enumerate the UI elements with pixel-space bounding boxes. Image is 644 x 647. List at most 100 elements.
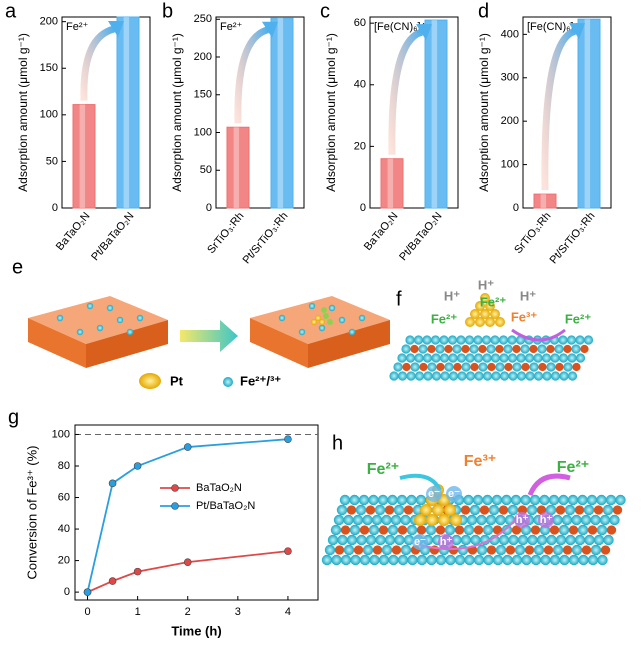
atom [488, 504, 500, 516]
atom [349, 494, 360, 506]
atom [507, 353, 518, 363]
atom [546, 362, 556, 372]
atom [427, 344, 436, 354]
atom [491, 371, 501, 381]
atom [397, 554, 409, 566]
legend-marker [171, 502, 179, 510]
atom [529, 344, 538, 354]
atom [387, 494, 398, 506]
ion-label: Fe²⁺ [565, 311, 592, 326]
atom [473, 554, 485, 566]
atom [397, 353, 407, 363]
atom [590, 544, 602, 556]
atom [444, 362, 454, 372]
atom [406, 371, 416, 381]
legend-label: Fe²⁺/³⁺ [240, 373, 281, 388]
marker [133, 462, 142, 470]
x-tick-label: Pt/SrTiO₃:Rh [548, 210, 598, 266]
slab-side [250, 318, 308, 368]
atom [327, 534, 339, 546]
atom [375, 534, 386, 546]
atom [368, 524, 380, 536]
pt-atom [480, 293, 490, 303]
y-tick-label: 40 [354, 79, 366, 91]
atom [479, 505, 490, 515]
atom [365, 534, 377, 546]
ion-label: h⁺ [440, 536, 453, 548]
atom [501, 494, 512, 506]
legend-label: Pt/BaTaO₂N [196, 500, 255, 512]
atom [389, 371, 399, 381]
pt-atom [450, 514, 462, 526]
ion-label: Fe³⁺ [511, 309, 538, 324]
panel-label: g [8, 406, 19, 428]
atom [555, 534, 567, 546]
marker [284, 435, 292, 443]
y-tick-label: 400 [501, 28, 519, 40]
atom [520, 494, 531, 506]
atom [390, 514, 402, 526]
atom [540, 554, 551, 566]
atom [393, 362, 403, 372]
atom [400, 544, 412, 556]
atom [359, 554, 371, 566]
atom [561, 514, 573, 526]
atom [470, 362, 479, 372]
legend-fe [223, 377, 233, 387]
atom [435, 525, 446, 535]
atom [401, 344, 411, 354]
atom [413, 335, 424, 345]
y-tick-label: 0 [52, 202, 58, 214]
y-tick-label: 100 [194, 126, 212, 138]
atom [505, 545, 516, 555]
y-tick-label: 0 [513, 202, 519, 214]
y-tick-label: 0 [64, 586, 70, 598]
atom [427, 362, 437, 372]
atom [460, 534, 472, 546]
y-axis-label: Adsorption amount (μmol g⁻¹) [170, 33, 184, 192]
atom [381, 514, 392, 526]
x-axis-label: Time (h) [171, 623, 221, 638]
bar [577, 18, 601, 209]
atom [349, 524, 361, 536]
pt-cluster [315, 315, 321, 321]
y-tick-label: 100 [501, 158, 519, 170]
atom [377, 494, 389, 506]
pt-atom [495, 317, 505, 327]
y-tick-label: 100 [52, 428, 70, 440]
atom [558, 335, 568, 345]
atom [415, 494, 427, 506]
atom [463, 524, 475, 536]
fe-ion [86, 302, 94, 310]
atom [391, 545, 402, 555]
atom [562, 545, 573, 555]
atom [538, 362, 547, 372]
atom [465, 353, 475, 363]
atom [473, 335, 483, 345]
fe-ion [328, 304, 336, 312]
atom [552, 544, 564, 556]
x-tick-label: 0 [84, 606, 90, 618]
atom [463, 494, 474, 506]
atom [402, 362, 411, 372]
atom [381, 544, 393, 556]
pt-atom [414, 514, 426, 526]
atom [478, 344, 487, 354]
marker [133, 567, 142, 576]
atom [578, 554, 589, 566]
fe-ion [96, 324, 104, 332]
ion-label: h⁺ [540, 514, 553, 526]
atom [444, 524, 456, 536]
atom [530, 554, 542, 566]
bar-highlight [79, 104, 86, 208]
panel-label: b [162, 0, 173, 22]
atom [499, 353, 509, 363]
atom [568, 525, 579, 535]
arrow [180, 320, 238, 352]
atom [456, 353, 467, 363]
y-tick-label: 100 [40, 109, 58, 121]
atom [430, 335, 441, 345]
panel-label: h [332, 432, 343, 454]
fe-ion [278, 314, 286, 322]
atom [416, 554, 428, 566]
